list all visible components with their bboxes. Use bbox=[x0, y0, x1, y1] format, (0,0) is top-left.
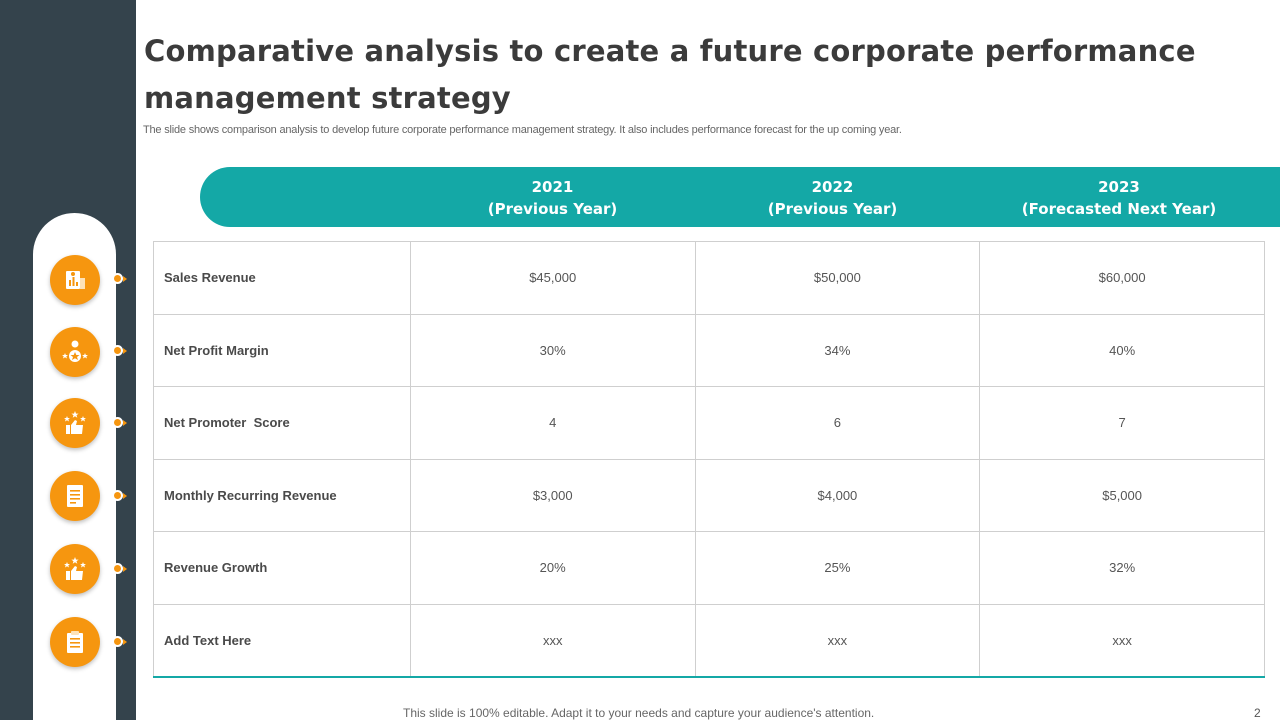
thumbs-up-stars-icon bbox=[50, 544, 100, 594]
table-cell: 40% bbox=[979, 313, 1265, 387]
connector-arrow bbox=[123, 348, 127, 354]
row-label: Revenue Growth bbox=[153, 531, 411, 605]
column-note: (Forecasted Next Year) bbox=[1021, 200, 1217, 218]
column-header-2022: 2022 (Previous Year) bbox=[690, 176, 975, 222]
column-year: 2021 bbox=[531, 178, 574, 196]
connector-dot bbox=[112, 563, 123, 574]
row-label: Net Promoter Score bbox=[153, 386, 411, 460]
slide-subtitle: The slide shows comparison analysis to d… bbox=[143, 124, 902, 136]
clipboard-icon bbox=[50, 617, 100, 667]
award-person-icon bbox=[50, 327, 100, 377]
table-cell: $4,000 bbox=[694, 458, 981, 532]
table-cell: $60,000 bbox=[979, 241, 1265, 315]
table-cell: xxx bbox=[694, 603, 981, 678]
connector-dot bbox=[112, 636, 123, 647]
connector-arrow bbox=[123, 566, 127, 572]
row-label: Net Profit Margin bbox=[153, 313, 411, 387]
sales-chart-icon bbox=[50, 255, 100, 305]
column-year: 2023 bbox=[1098, 178, 1140, 196]
table-row: Add Text Here xxx xxx xxx bbox=[153, 603, 1265, 678]
connector-dot bbox=[112, 490, 123, 501]
table-cell: xxx bbox=[979, 603, 1265, 678]
page-number: 2 bbox=[1254, 706, 1261, 720]
thumbs-up-stars-icon bbox=[50, 398, 100, 448]
connector-arrow bbox=[123, 493, 127, 499]
connector-arrow bbox=[123, 639, 127, 645]
table-header-band bbox=[200, 167, 1280, 227]
table-row: Net Profit Margin 30% 34% 40% bbox=[153, 313, 1265, 387]
table-row: Net Promoter Score 4 6 7 bbox=[153, 386, 1265, 460]
connector-dot bbox=[112, 417, 123, 428]
column-note: (Previous Year) bbox=[487, 200, 618, 218]
connector-arrow bbox=[123, 420, 127, 426]
table-row: Sales Revenue $45,000 $50,000 $60,000 bbox=[153, 241, 1265, 315]
document-icon bbox=[50, 471, 100, 521]
table-row: Monthly Recurring Revenue $3,000 $4,000 … bbox=[153, 458, 1265, 532]
table-cell: $45,000 bbox=[409, 241, 696, 315]
table-cell: 6 bbox=[694, 386, 981, 460]
row-label: Sales Revenue bbox=[153, 241, 411, 315]
table-cell: $5,000 bbox=[979, 458, 1265, 532]
column-header-2023: 2023 (Forecasted Next Year) bbox=[975, 176, 1263, 222]
table-cell: $3,000 bbox=[409, 458, 696, 532]
column-note: (Previous Year) bbox=[767, 200, 898, 218]
table-cell: 7 bbox=[979, 386, 1265, 460]
table-cell: 20% bbox=[409, 531, 696, 605]
row-label: Monthly Recurring Revenue bbox=[153, 458, 411, 532]
table-cell: 25% bbox=[694, 531, 981, 605]
slide-title: Comparative analysis to create a future … bbox=[144, 34, 1196, 115]
row-label: Add Text Here bbox=[153, 603, 411, 678]
table-cell: 34% bbox=[694, 313, 981, 387]
table-cell: 4 bbox=[409, 386, 696, 460]
table-cell: 30% bbox=[409, 313, 696, 387]
table-cell: $50,000 bbox=[694, 241, 981, 315]
table-cell: xxx bbox=[409, 603, 696, 678]
column-year: 2022 bbox=[811, 178, 854, 196]
connector-arrow bbox=[123, 276, 127, 282]
footer-text: This slide is 100% editable. Adapt it to… bbox=[403, 706, 875, 720]
table-row: Revenue Growth 20% 25% 32% bbox=[153, 531, 1265, 605]
comparison-table: Sales Revenue $45,000 $50,000 $60,000 Ne… bbox=[153, 241, 1265, 678]
table-cell: 32% bbox=[979, 531, 1265, 605]
connector-dot bbox=[112, 345, 123, 356]
column-header-2021: 2021 (Previous Year) bbox=[410, 176, 695, 222]
connector-dot bbox=[112, 273, 123, 284]
